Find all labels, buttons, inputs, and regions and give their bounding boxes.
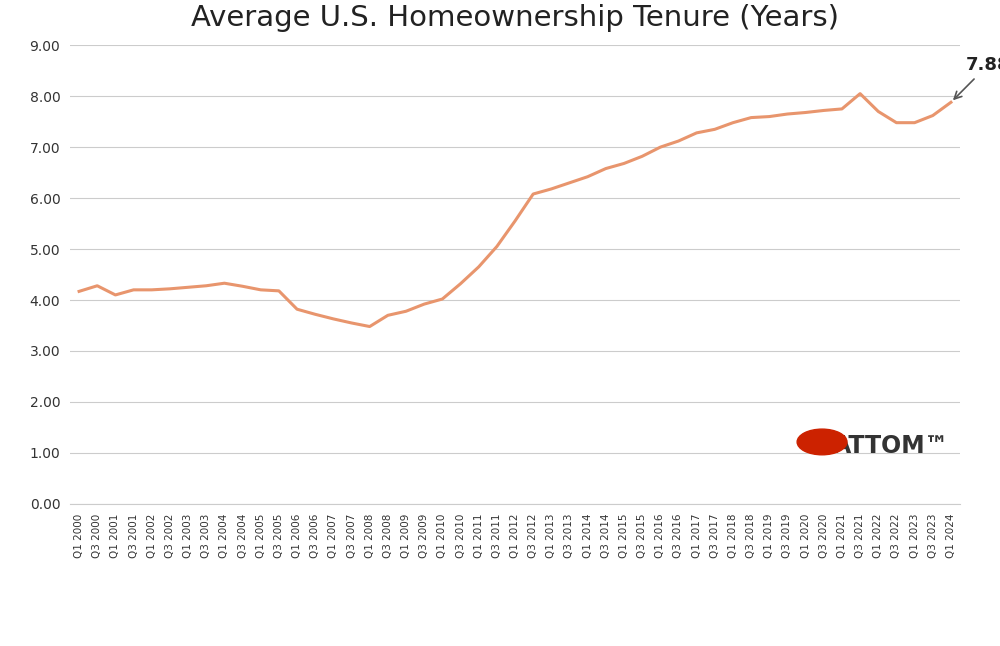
Circle shape	[797, 429, 847, 455]
Text: 7.88: 7.88	[954, 56, 1000, 99]
Title: Average U.S. Homeownership Tenure (Years): Average U.S. Homeownership Tenure (Years…	[191, 4, 839, 32]
Text: ATTOM™: ATTOM™	[833, 434, 949, 458]
